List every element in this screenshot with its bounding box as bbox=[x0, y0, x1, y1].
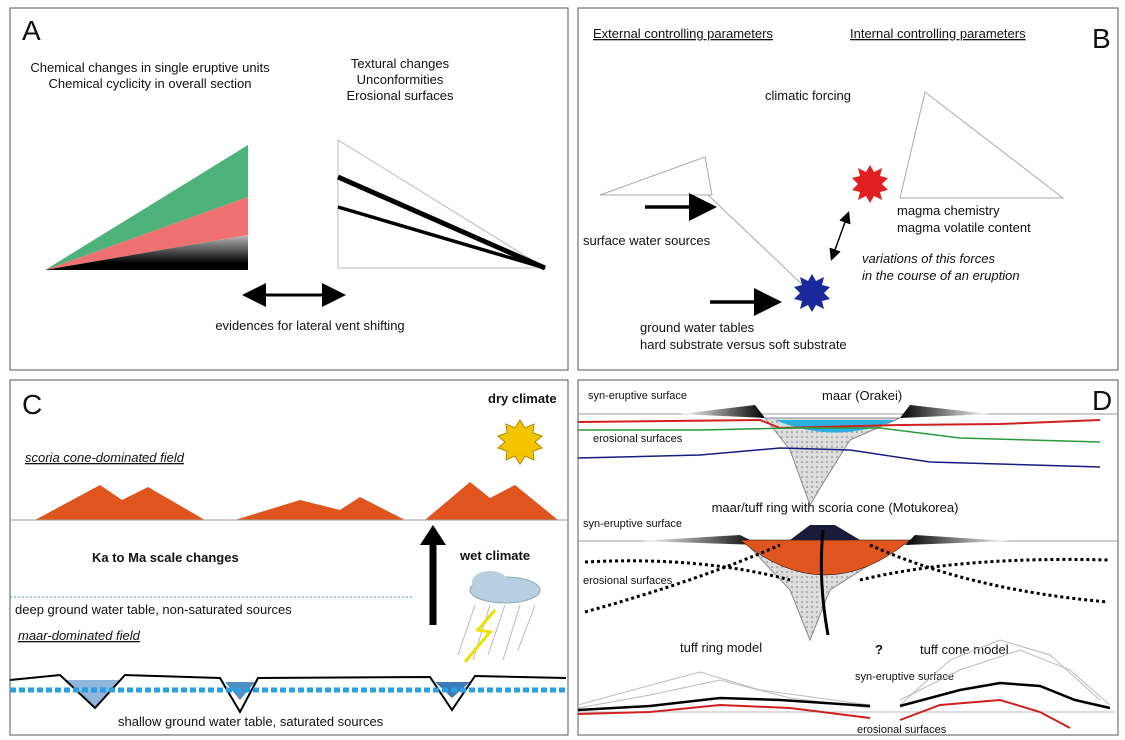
caption: deep ground water table, non-saturated s… bbox=[15, 602, 292, 617]
caption: in the course of an eruption bbox=[862, 268, 1020, 283]
caption: syn-eruptive surface bbox=[588, 390, 687, 402]
caption: ? bbox=[875, 642, 883, 657]
panel-b: B External controlling parameters Intern… bbox=[578, 8, 1118, 370]
caption: magma chemistry bbox=[897, 203, 1000, 218]
cloud bbox=[472, 571, 508, 593]
caption: wet climate bbox=[459, 548, 530, 563]
caption: Chemical cyclicity in overall section bbox=[48, 76, 251, 91]
caption: Unconformities bbox=[357, 72, 444, 87]
caption: dry climate bbox=[488, 391, 557, 406]
caption: syn-eruptive surface bbox=[855, 671, 954, 683]
panel-label: B bbox=[1092, 23, 1111, 54]
caption: surface water sources bbox=[583, 233, 711, 248]
caption: variations of this forces bbox=[862, 251, 995, 266]
panel-a: A Chemical changes in single eruptive un… bbox=[10, 8, 568, 370]
caption: erosional surfaces bbox=[583, 575, 673, 587]
panel-label: D bbox=[1092, 385, 1112, 416]
caption: maar-dominated field bbox=[18, 628, 141, 643]
caption: syn-eruptive surface bbox=[583, 518, 682, 530]
caption: Ka to Ma scale changes bbox=[92, 550, 239, 565]
caption: maar (Orakei) bbox=[822, 388, 902, 403]
caption: erosional surfaces bbox=[857, 724, 947, 736]
caption: climatic forcing bbox=[765, 88, 851, 103]
panel-label: A bbox=[22, 15, 41, 46]
caption: hard substrate versus soft substrate bbox=[640, 337, 847, 352]
panel-d: D syn-eruptive surface maar (Orakei) ero… bbox=[578, 380, 1118, 736]
caption: Textural changes bbox=[351, 56, 450, 71]
caption: evidences for lateral vent shifting bbox=[215, 318, 404, 333]
caption: tuff ring model bbox=[680, 640, 762, 655]
caption: Chemical changes in single eruptive unit… bbox=[30, 60, 270, 75]
caption: ground water tables bbox=[640, 320, 755, 335]
caption: shallow ground water table, saturated so… bbox=[118, 714, 384, 729]
caption: magma volatile content bbox=[897, 220, 1031, 235]
figure: A Chemical changes in single eruptive un… bbox=[0, 0, 1125, 740]
caption: maar/tuff ring with scoria cone (Motukor… bbox=[712, 500, 959, 515]
heading: External controlling parameters bbox=[593, 26, 773, 41]
caption: Erosional surfaces bbox=[347, 88, 454, 103]
heading: Internal controlling parameters bbox=[850, 26, 1026, 41]
panel-label: C bbox=[22, 389, 42, 420]
caption: erosional surfaces bbox=[593, 433, 683, 445]
caption: scoria cone-dominated field bbox=[25, 450, 185, 465]
panel-c: C dry climate scoria cone-dominated fiel… bbox=[10, 380, 568, 735]
panel-frame bbox=[578, 8, 1118, 370]
